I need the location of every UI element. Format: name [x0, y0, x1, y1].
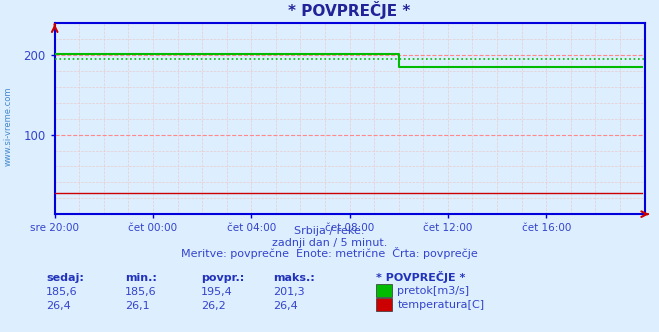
- Text: sedaj:: sedaj:: [46, 273, 84, 283]
- Text: www.si-vreme.com: www.si-vreme.com: [4, 86, 13, 166]
- Text: zadnji dan / 5 minut.: zadnji dan / 5 minut.: [272, 238, 387, 248]
- Text: min.:: min.:: [125, 273, 157, 283]
- Text: 185,6: 185,6: [125, 288, 157, 297]
- Text: 201,3: 201,3: [273, 288, 305, 297]
- Text: maks.:: maks.:: [273, 273, 315, 283]
- Text: temperatura[C]: temperatura[C]: [397, 300, 484, 310]
- Text: * POVPREČJE *: * POVPREČJE *: [376, 271, 465, 283]
- Text: 26,4: 26,4: [46, 301, 71, 311]
- Title: * POVPREČJE *: * POVPREČJE *: [289, 1, 411, 19]
- Text: 195,4: 195,4: [201, 288, 233, 297]
- Text: 185,6: 185,6: [46, 288, 78, 297]
- Text: 26,2: 26,2: [201, 301, 226, 311]
- Text: pretok[m3/s]: pretok[m3/s]: [397, 287, 469, 296]
- Text: povpr.:: povpr.:: [201, 273, 244, 283]
- Text: 26,4: 26,4: [273, 301, 299, 311]
- Text: Meritve: povprečne  Enote: metrične  Črta: povprečje: Meritve: povprečne Enote: metrične Črta:…: [181, 247, 478, 259]
- Text: 26,1: 26,1: [125, 301, 150, 311]
- Text: Srbija / reke.: Srbija / reke.: [295, 226, 364, 236]
